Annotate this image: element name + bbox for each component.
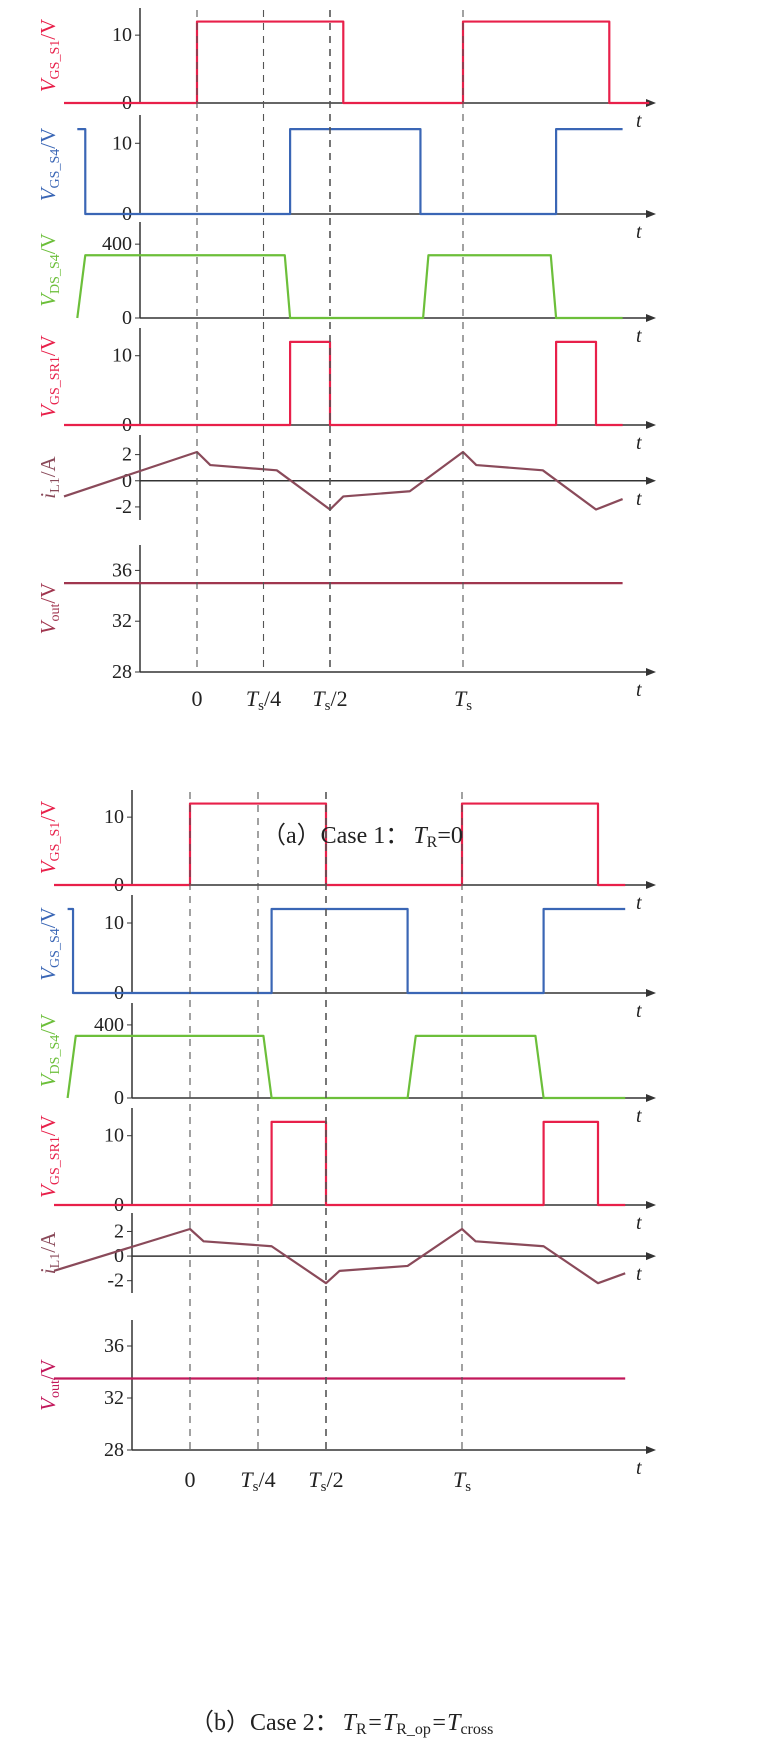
y-tick-label-4-0: 2 — [122, 444, 132, 466]
x-tick-label-2: Ts/2 — [312, 686, 347, 714]
x-axis-arrow-1 — [646, 989, 656, 997]
series-line-1 — [67, 907, 626, 995]
series-line-4 — [53, 1227, 626, 1285]
y-tick-label-0-0: 10 — [112, 24, 132, 46]
x-axis-label-0: t — [636, 892, 642, 914]
y-tick-label-2-1: 0 — [114, 1087, 124, 1109]
y-tick-label-3-0: 10 — [104, 1125, 124, 1147]
series-line-3 — [54, 1120, 626, 1207]
x-axis-label-1: t — [636, 1000, 642, 1022]
series-line-1 — [77, 128, 623, 216]
y-axis-label-1: VGS_S4/V — [36, 128, 63, 202]
x-axis-arrow-0 — [646, 881, 656, 889]
y-tick-label-3-0: 10 — [112, 345, 132, 367]
x-tick-label-1: Ts/4 — [240, 1467, 275, 1495]
x-axis-label-3: t — [636, 432, 642, 454]
x-axis-label-3: t — [636, 1212, 642, 1234]
x-tick-label-2: Ts/2 — [308, 1467, 343, 1495]
y-axis-label-0: VGS_S1/V — [36, 801, 63, 875]
y-axis-label-3: VGS_SR1/V — [36, 335, 63, 418]
x-axis-arrow-2 — [646, 314, 656, 322]
y-tick-label-5-2: 28 — [112, 661, 132, 683]
x-axis-label-4: t — [636, 1263, 642, 1285]
x-axis-arrow-3 — [646, 421, 656, 429]
y-axis-label-5: Vout/V — [36, 1359, 63, 1411]
y-tick-label-4-0: 2 — [114, 1220, 124, 1242]
x-tick-label-3: Ts — [454, 686, 472, 714]
x-axis-arrow-0 — [646, 99, 656, 107]
x-axis-arrow-5 — [646, 1446, 656, 1454]
y-tick-label-1-0: 10 — [104, 912, 124, 934]
x-axis-arrow-5 — [646, 668, 656, 676]
y-axis-label-1: VGS_S4/V — [36, 907, 63, 981]
y-axis-label-4: iL1/A — [36, 1231, 63, 1274]
y-axis-label-5: Vout/V — [36, 583, 63, 635]
x-axis-arrow-3 — [646, 1201, 656, 1209]
series-line-4 — [63, 450, 624, 511]
y-tick-label-5-0: 36 — [112, 559, 132, 581]
panel-b: t100VGS_S1/Vt100VGS_S4/Vt4000VDS_S4/Vt10… — [36, 790, 656, 1495]
y-axis-label-2: VDS_S4/V — [36, 233, 63, 307]
y-tick-label-4-1: 0 — [114, 1245, 124, 1267]
x-axis-label-4: t — [636, 488, 642, 510]
series-line-2 — [76, 254, 623, 320]
y-axis-label-2: VDS_S4/V — [36, 1014, 63, 1088]
caption-a: （a）Case 1： TR=0 — [262, 823, 463, 851]
x-axis-label-1: t — [636, 221, 642, 243]
y-tick-label-2-0: 400 — [102, 233, 132, 255]
x-axis-label-5: t — [636, 679, 642, 701]
x-axis-label-2: t — [636, 1105, 642, 1127]
y-tick-label-4-1: 0 — [122, 470, 132, 492]
x-axis-label-2: t — [636, 325, 642, 347]
x-axis-label-0: t — [636, 110, 642, 132]
series-line-3 — [64, 340, 623, 427]
x-axis-arrow-4 — [646, 476, 656, 485]
x-axis-arrow-1 — [646, 210, 656, 218]
caption-b: （b）Case 2： TR=TR_op=Tcross — [190, 1710, 493, 1738]
y-tick-label-4-2: -2 — [107, 1270, 124, 1292]
x-tick-label-1: Ts/4 — [246, 686, 281, 714]
series-line-0 — [64, 20, 650, 105]
y-tick-label-5-2: 28 — [104, 1439, 124, 1461]
x-axis-arrow-2 — [646, 1094, 656, 1102]
y-tick-label-5-1: 32 — [104, 1387, 124, 1409]
series-line-2 — [66, 1034, 626, 1100]
y-tick-label-5-0: 36 — [104, 1335, 124, 1357]
y-tick-label-2-1: 0 — [122, 307, 132, 329]
y-axis-label-0: VGS_S1/V — [36, 19, 63, 93]
x-axis-arrow-4 — [646, 1252, 656, 1261]
x-tick-label-0: 0 — [192, 686, 203, 711]
y-tick-label-5-1: 32 — [112, 610, 132, 632]
y-axis-label-4: iL1/A — [36, 455, 63, 498]
y-tick-label-0-0: 10 — [104, 806, 124, 828]
y-tick-label-2-0: 400 — [94, 1014, 124, 1036]
x-tick-label-0: 0 — [185, 1467, 196, 1492]
y-tick-label-4-2: -2 — [115, 496, 132, 518]
y-axis-label-3: VGS_SR1/V — [36, 1115, 63, 1198]
y-tick-label-1-0: 10 — [112, 132, 132, 154]
x-tick-label-3: Ts — [453, 1467, 471, 1495]
x-axis-label-5: t — [636, 1457, 642, 1479]
panel-a: t100VGS_S1/Vt100VGS_S4/Vt4000VDS_S4/Vt10… — [36, 8, 656, 714]
